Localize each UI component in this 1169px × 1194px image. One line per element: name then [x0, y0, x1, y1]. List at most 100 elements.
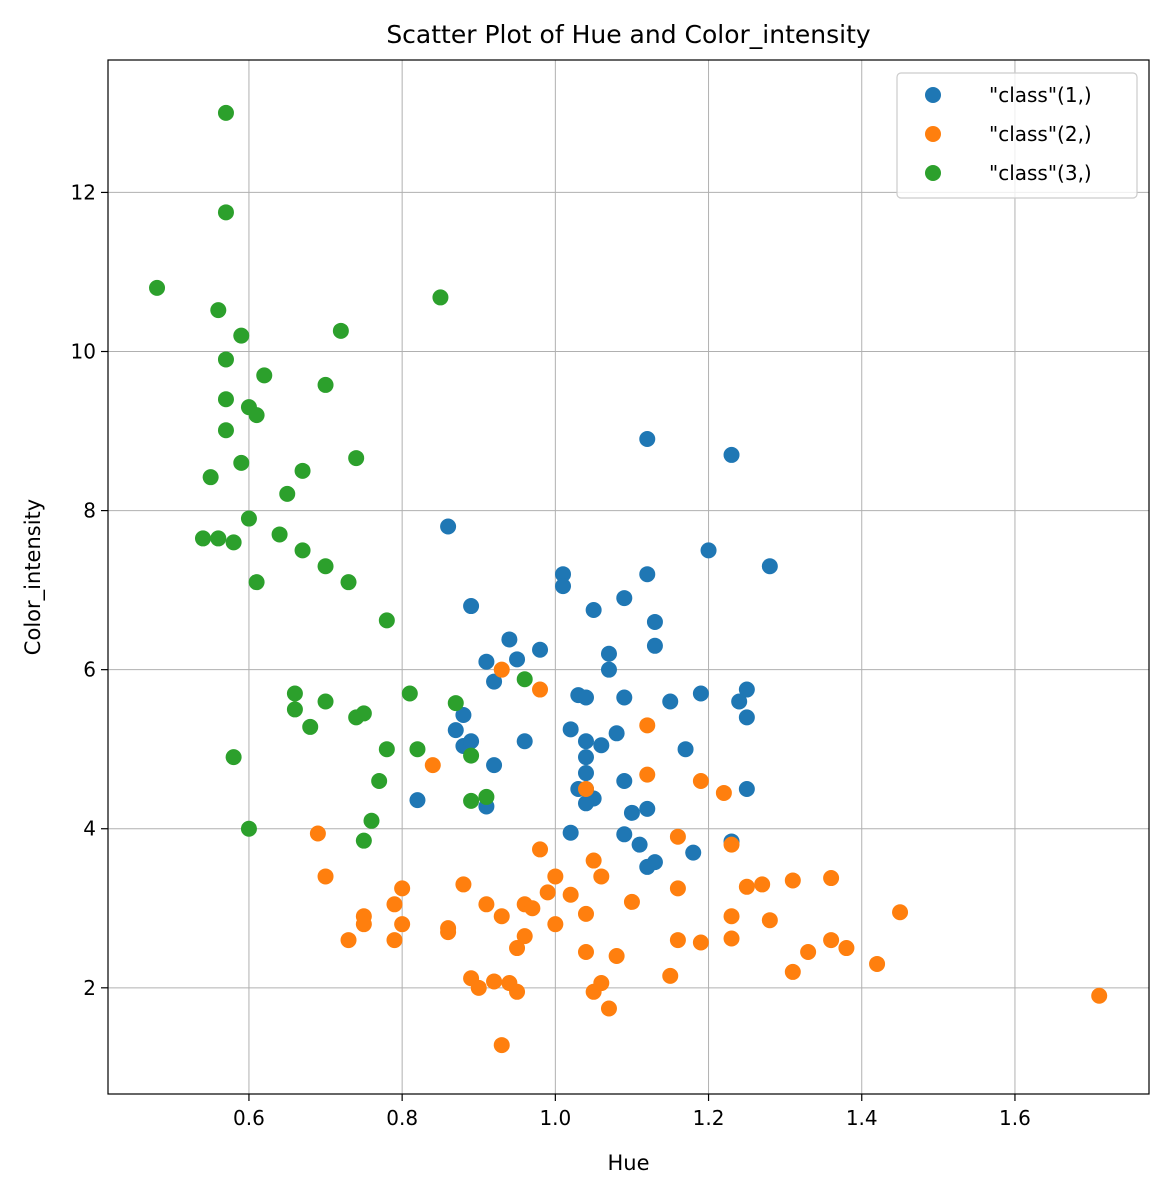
data-point-class-2	[823, 870, 840, 887]
data-point-class-3	[432, 289, 449, 306]
data-point-class-2	[440, 924, 457, 941]
data-point-class-1	[639, 858, 656, 875]
data-point-class-3	[363, 812, 380, 829]
data-point-class-3	[217, 204, 234, 221]
data-point-class-2	[784, 963, 801, 980]
y-tick-label: 2	[83, 976, 96, 1000]
legend-marker-class-3	[925, 165, 941, 181]
data-point-class-3	[210, 530, 227, 547]
data-point-class-2	[478, 896, 495, 913]
data-point-class-1	[639, 800, 656, 817]
data-point-class-3	[516, 671, 533, 688]
data-point-class-1	[600, 645, 617, 662]
data-point-class-2	[869, 955, 886, 972]
data-point-class-3	[233, 454, 250, 471]
data-point-class-2	[585, 852, 602, 869]
data-point-class-2	[639, 766, 656, 783]
data-point-class-2	[562, 886, 579, 903]
data-point-class-2	[623, 893, 640, 910]
x-tick-label: 1.0	[539, 1106, 571, 1130]
data-point-class-2	[692, 773, 709, 790]
data-point-class-2	[532, 841, 549, 858]
data-point-class-1	[731, 693, 748, 710]
y-axis-title: Color_intensity	[21, 499, 46, 655]
data-point-class-3	[240, 510, 257, 527]
data-point-class-3	[202, 469, 219, 486]
data-point-class-2	[524, 900, 541, 917]
legend-label-class-2: "class"(2,)	[989, 122, 1092, 146]
data-point-class-1	[562, 721, 579, 738]
data-point-class-1	[623, 804, 640, 821]
data-point-class-1	[593, 737, 610, 754]
data-point-class-3	[294, 542, 311, 559]
data-point-class-1	[723, 446, 740, 463]
legend-label-class-1: "class"(1,)	[989, 83, 1092, 107]
data-point-class-1	[509, 651, 526, 668]
data-point-class-1	[738, 681, 755, 698]
data-point-class-2	[692, 934, 709, 951]
y-tick-label: 8	[83, 499, 96, 523]
data-point-class-1	[646, 613, 663, 630]
data-point-class-2	[761, 912, 778, 929]
data-point-class-1	[700, 542, 717, 559]
data-point-class-1	[616, 773, 633, 790]
data-point-class-3	[240, 820, 257, 837]
data-point-class-1	[600, 661, 617, 678]
data-point-class-2	[493, 661, 510, 678]
data-point-class-3	[378, 612, 395, 629]
data-point-class-1	[455, 706, 472, 723]
data-point-class-3	[332, 322, 349, 339]
data-point-class-2	[662, 967, 679, 984]
data-point-class-3	[286, 685, 303, 702]
data-point-class-1	[631, 836, 648, 853]
data-point-class-1	[639, 566, 656, 583]
data-point-class-1	[577, 733, 594, 750]
data-point-class-2	[715, 784, 732, 801]
data-point-class-2	[639, 717, 656, 734]
data-point-class-3	[294, 462, 311, 479]
x-tick-label: 0.8	[386, 1106, 418, 1130]
data-point-class-2	[723, 930, 740, 947]
data-point-class-1	[577, 689, 594, 706]
data-point-class-1	[685, 844, 702, 861]
data-point-class-3	[340, 574, 357, 591]
data-point-class-1	[463, 733, 480, 750]
data-point-class-2	[509, 940, 526, 957]
data-point-class-3	[217, 351, 234, 368]
data-point-class-2	[723, 836, 740, 853]
data-point-class-3	[149, 279, 166, 296]
data-point-class-1	[440, 518, 457, 535]
grid	[108, 60, 1149, 1094]
data-point-class-2	[608, 948, 625, 965]
data-point-class-3	[302, 718, 319, 735]
data-point-class-1	[577, 795, 594, 812]
data-point-class-2	[486, 973, 503, 990]
data-point-class-1	[646, 637, 663, 654]
data-point-class-2	[892, 904, 909, 921]
data-point-class-3	[217, 422, 234, 439]
data-point-class-2	[600, 1000, 617, 1017]
data-point-class-2	[784, 872, 801, 889]
data-point-class-2	[424, 757, 441, 774]
data-point-class-2	[593, 868, 610, 885]
data-point-class-3	[248, 574, 265, 591]
data-point-class-2	[493, 908, 510, 925]
data-point-class-1	[447, 722, 464, 739]
y-tick-label: 6	[83, 658, 96, 682]
data-point-class-1	[478, 653, 495, 670]
data-point-class-3	[463, 792, 480, 809]
y-tick-label: 12	[71, 180, 96, 204]
data-point-class-3	[271, 526, 288, 543]
legend: "class"(1,) "class"(2,) "class"(3,)	[896, 72, 1138, 199]
data-point-class-2	[340, 932, 357, 949]
data-point-class-3	[317, 376, 334, 393]
data-point-class-1	[501, 631, 518, 648]
data-point-class-3	[378, 741, 395, 758]
data-point-class-1	[738, 709, 755, 726]
data-point-class-2	[355, 916, 372, 933]
data-point-class-1	[692, 685, 709, 702]
y-tick-label: 4	[83, 817, 96, 841]
data-point-class-1	[616, 826, 633, 843]
legend-box	[896, 72, 1138, 199]
